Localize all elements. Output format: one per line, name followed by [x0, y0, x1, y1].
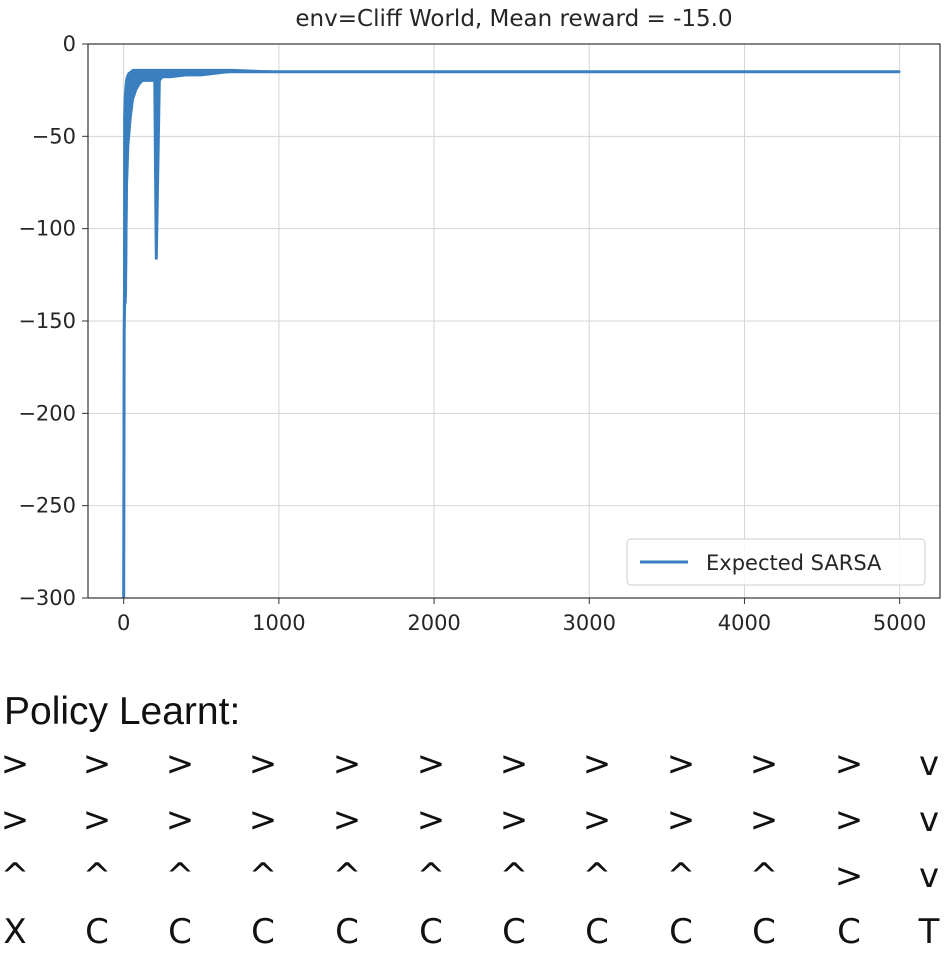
policy-cell: ^	[332, 856, 362, 896]
policy-cell: >	[248, 744, 278, 784]
policy-cell: v	[918, 856, 940, 896]
policy-cell: >	[499, 744, 529, 784]
policy-cell: v	[918, 744, 940, 784]
legend-label: Expected SARSA	[706, 551, 882, 575]
grid-lines	[88, 43, 940, 599]
reward-band	[122, 68, 901, 599]
policy-cell: >	[834, 744, 864, 784]
policy-cell: ^	[666, 856, 696, 896]
policy-cell: C	[251, 912, 275, 952]
policy-cell: >	[666, 800, 696, 840]
y-axis-ticks: 0 −50 −100 −150 −200 −250 −300	[18, 32, 88, 610]
policy-cell: T	[918, 912, 940, 952]
policy-cell: >	[834, 800, 864, 840]
policy-cell: ^	[416, 856, 446, 896]
x-tick-label: 0	[117, 611, 130, 635]
policy-cell: C	[502, 912, 526, 952]
policy-cell: C	[335, 912, 359, 952]
policy-cell: X	[3, 912, 27, 952]
legend: Expected SARSA	[626, 538, 926, 586]
reward-range-band	[122, 68, 901, 599]
policy-cell: C	[419, 912, 443, 952]
policy-cell: C	[85, 912, 109, 952]
y-tick-label: −150	[18, 309, 76, 333]
policy-cell: >	[332, 744, 362, 784]
policy-cell: >	[416, 744, 446, 784]
reward-series-line	[122, 70, 900, 599]
policy-cell: C	[669, 912, 693, 952]
policy-cell: >	[332, 800, 362, 840]
x-tick-label: 2000	[407, 611, 460, 635]
policy-cell: >	[582, 800, 612, 840]
x-axis-ticks: 0 1000 2000 3000 4000 5000	[117, 598, 926, 635]
y-tick-label: −200	[18, 401, 76, 425]
policy-cell: ^	[165, 856, 195, 896]
policy-cell: >	[165, 744, 195, 784]
y-tick-label: −250	[18, 494, 76, 518]
policy-cell: >	[416, 800, 446, 840]
reward-chart: env=Cliff World, Mean reward = -15.0 0 10…	[18, 6, 941, 635]
policy-cell: ^	[499, 856, 529, 896]
x-tick-label: 5000	[873, 611, 926, 635]
y-tick-label: 0	[63, 32, 76, 56]
policy-cell: >	[749, 800, 779, 840]
policy-cell: ^	[582, 856, 612, 896]
policy-cell: >	[82, 800, 112, 840]
policy-cell: C	[585, 912, 609, 952]
legend-box	[626, 538, 926, 586]
policy-cell: >	[834, 856, 864, 896]
policy-cell: C	[752, 912, 776, 952]
policy-cell: >	[582, 744, 612, 784]
policy-cell: ^	[749, 856, 779, 896]
y-tick-label: −100	[18, 217, 76, 241]
policy-cell: >	[0, 800, 30, 840]
y-tick-label: −300	[18, 586, 76, 610]
x-tick-label: 4000	[718, 611, 771, 635]
policy-cell: ^	[0, 856, 30, 896]
policy-cell: >	[666, 744, 696, 784]
policy-cell: >	[248, 800, 278, 840]
x-tick-label: 3000	[563, 611, 616, 635]
policy-cell: >	[499, 800, 529, 840]
x-tick-label: 1000	[252, 611, 305, 635]
reward-line	[122, 70, 900, 599]
policy-title: Policy Learnt:	[4, 690, 241, 733]
policy-cell: >	[749, 744, 779, 784]
policy-cell: >	[165, 800, 195, 840]
policy-cell: >	[82, 744, 112, 784]
y-tick-label: −50	[32, 124, 76, 148]
policy-cell: >	[0, 744, 30, 784]
chart-title: env=Cliff World, Mean reward = -15.0	[295, 6, 732, 32]
policy-cell: C	[168, 912, 192, 952]
policy-cell: v	[918, 800, 940, 840]
policy-cell: C	[837, 912, 861, 952]
policy-cell: ^	[248, 856, 278, 896]
policy-cell: ^	[82, 856, 112, 896]
